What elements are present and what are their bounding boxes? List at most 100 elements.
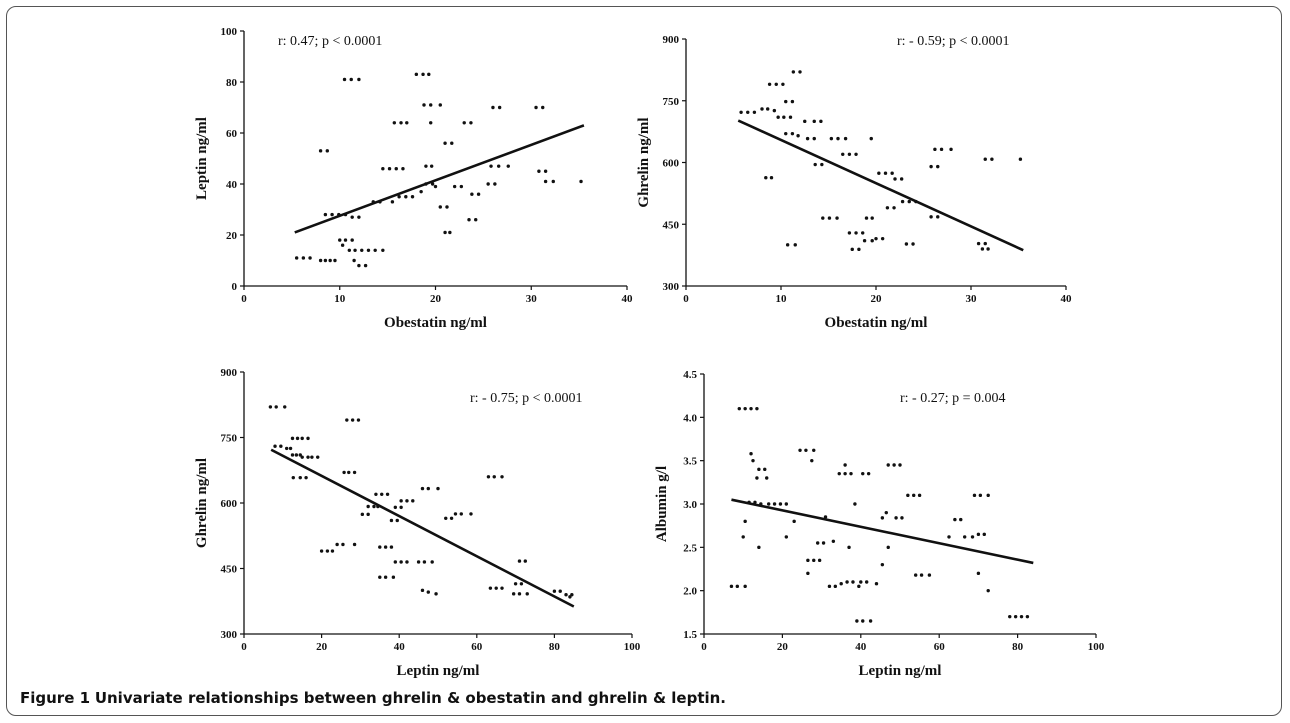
chart4-data-point [880, 562, 885, 567]
chart4-data-point [861, 619, 865, 623]
chart1-data-point [429, 121, 433, 125]
chart3-data-point [558, 589, 562, 593]
chart1-data-point [399, 121, 403, 125]
chart4-data-point [894, 516, 898, 520]
chart4-data-point [827, 584, 832, 589]
chart1-data-point [363, 263, 368, 268]
chart1-data-point [308, 256, 312, 260]
chart4-data-point [855, 619, 859, 623]
chart4-x-tick-label: 0 [701, 641, 707, 653]
chart1-data-point [443, 230, 447, 235]
chart3-y-tick-label: 450 [221, 564, 238, 576]
chart3-x-tick-label: 60 [471, 641, 483, 653]
chart2-data-point [781, 82, 785, 86]
chart1-data-point [424, 164, 428, 168]
chart3-x-tick-label: 0 [241, 641, 247, 653]
chart4-data-point [886, 463, 890, 467]
chart4-data-point [978, 493, 983, 498]
chart1-data-point [543, 179, 548, 184]
chart2-data-point [880, 236, 885, 241]
chart2-data-point [854, 152, 858, 156]
chart4-data-point [859, 580, 863, 584]
chart3-y-tick-label: 600 [221, 498, 238, 510]
chart1-data-point [496, 164, 501, 168]
chart3-x-tick-label: 80 [549, 641, 561, 653]
chart2-data-point [864, 216, 869, 220]
chart3-data-point [385, 492, 390, 496]
chart3-data-point [391, 575, 396, 579]
chart2-data-point [812, 119, 816, 124]
chart1-data-point [349, 77, 353, 82]
chart4-data-point [798, 448, 802, 452]
chart1-data-point [333, 258, 337, 263]
chart4-data-point [810, 458, 814, 463]
chart3-data-point [350, 418, 355, 422]
chart2-data-point [776, 115, 780, 119]
chart4-y-tick-label: 4.5 [683, 369, 697, 381]
chart1-data-point [353, 248, 357, 252]
chart2-data-point [796, 134, 800, 138]
chart4-data-point [970, 535, 975, 539]
chart4-data-point [868, 619, 873, 623]
chart2-data-point [827, 216, 832, 220]
chart4-y-tick-label: 4.0 [683, 412, 697, 424]
chart3-data-point [434, 592, 438, 596]
chart1-data-point [489, 164, 493, 168]
chart3-data-point [298, 475, 302, 480]
chart3-data-point [564, 593, 568, 597]
chart3-data-point [513, 582, 518, 586]
chart1-y-tick-label: 0 [232, 281, 238, 293]
chart4-data-point [806, 571, 810, 576]
chart1-x-tick-label: 0 [241, 293, 247, 305]
chart3-data-point [494, 586, 498, 590]
chart3-data-point [444, 516, 448, 520]
chart2-data-point [785, 243, 790, 247]
chart3-data-point [374, 492, 378, 496]
chart4-data-point [845, 580, 849, 584]
chart4-data-point [743, 519, 747, 524]
chart4-y-tick-label: 1.5 [683, 629, 697, 641]
chart1-data-point [373, 248, 377, 252]
chart2-data-point [869, 136, 873, 141]
chart1-data-point [459, 184, 464, 189]
chart3-data-point [422, 560, 427, 564]
chart4-data-point [766, 502, 771, 506]
chart3-data-point [500, 475, 504, 479]
chart2-data-point [847, 231, 852, 235]
chart2-regression-line [737, 119, 1024, 252]
chart4-y-tick-label: 3.0 [683, 499, 697, 511]
chart2-data-point [983, 157, 987, 161]
chart3-data-point [525, 592, 529, 596]
chart2-data-point [870, 239, 874, 243]
chart3-data-point [436, 486, 440, 491]
chart4-data-point [976, 571, 981, 576]
chart2-y-tick-label: 900 [663, 34, 680, 46]
chart2-data-point [764, 176, 768, 180]
chart1-data-point [410, 195, 415, 199]
chart2-data-point [760, 107, 764, 111]
chart4-data-point [849, 471, 853, 476]
chart3-x-axis-label: Leptin ng/ml [397, 663, 480, 679]
chart1-data-point [422, 103, 426, 107]
chart2-x-tick-label: 10 [776, 293, 788, 305]
chart2-data-point [812, 136, 816, 141]
chart4-data-point [861, 471, 865, 476]
chart3-data-point [360, 512, 365, 517]
chart3-data-point [366, 504, 370, 509]
chart1-y-tick-label: 40 [226, 179, 238, 191]
chart3-data-point [488, 586, 493, 590]
chart1-data-point [366, 248, 371, 252]
chart2-data-point [746, 110, 750, 114]
chart1-data-point [462, 121, 466, 125]
chart3-data-point [500, 586, 504, 590]
chart4-data-point [913, 573, 918, 577]
chart2-data-point [850, 247, 854, 252]
chart2-data-point [843, 136, 848, 141]
chart3-data-point [288, 446, 293, 451]
chart2-data-point [841, 152, 845, 156]
chart2-data-point [820, 162, 824, 167]
chart4-regression-line [731, 498, 1034, 565]
chart1-data-point [579, 179, 583, 184]
chart1-data-point [350, 215, 354, 219]
